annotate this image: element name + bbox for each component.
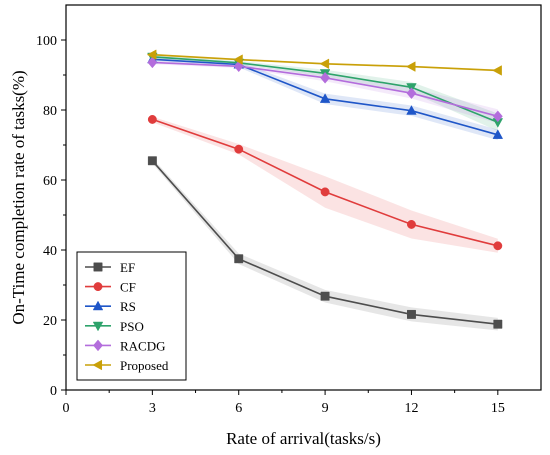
x-tick-label-0: 0 (63, 401, 70, 416)
x-tick-label-15: 15 (491, 401, 505, 416)
point-proposed-15 (492, 65, 502, 76)
point-cf-9 (320, 187, 330, 197)
point-ef-6 (234, 254, 244, 264)
legend-marker-rs (92, 300, 104, 311)
point-cf-6 (234, 144, 244, 154)
point-proposed-6 (233, 54, 243, 65)
legend-label-ef: EF (120, 260, 135, 275)
point-ef-3 (147, 156, 157, 166)
y-tick-label-80: 80 (43, 104, 57, 119)
point-ef-15 (493, 319, 503, 329)
point-racdg-15 (492, 110, 503, 123)
point-rs-9 (320, 93, 331, 103)
legend-box (76, 251, 187, 381)
point-ef-9 (320, 291, 330, 301)
legend-marker-proposed (92, 359, 103, 371)
point-proposed-3 (147, 49, 157, 60)
y-tick-label-20: 20 (43, 314, 57, 329)
point-cf-15 (493, 241, 503, 251)
legend-marker-cf (93, 282, 103, 292)
y-tick-label-0: 0 (50, 384, 57, 399)
x-tick-label-9: 9 (322, 401, 329, 416)
legend-marker-ef (93, 262, 103, 272)
point-rs-15 (492, 129, 503, 139)
point-ef-12 (407, 309, 416, 319)
plot-frame (65, 4, 542, 391)
legend-marker-pso (92, 321, 104, 332)
legend-label-cf: CF (120, 280, 136, 295)
legend-label-proposed: Proposed (120, 358, 169, 373)
point-cf-12 (407, 220, 416, 229)
x-tick-label-6: 6 (235, 401, 242, 416)
x-tick-label-12: 12 (404, 401, 418, 416)
y-tick-label-60: 60 (43, 174, 57, 189)
legend-label-pso: PSO (120, 319, 144, 334)
legend-marker-racdg (93, 339, 103, 352)
y-axis-label: On-Time completion rate of tasks(%) (9, 70, 28, 324)
x-axis-label: Rate of arrival(tasks/s) (226, 429, 381, 448)
point-racdg-12 (406, 87, 417, 99)
legend-label-rs: RS (120, 299, 136, 314)
point-cf-3 (147, 115, 157, 124)
axes: 0 3 6 9 12 15 0 20 40 60 80 100 (36, 4, 542, 416)
point-racdg-9 (320, 72, 330, 84)
legend-label-racdg: RACDG (120, 338, 166, 353)
point-rs-12 (406, 105, 417, 115)
y-tick-label-100: 100 (36, 34, 57, 49)
point-proposed-9 (319, 58, 330, 69)
x-tick-label-3: 3 (149, 401, 156, 416)
point-proposed-12 (406, 61, 416, 72)
series-markers (147, 49, 503, 329)
legend: EF CF RS PSO RACDG Proposed (76, 251, 187, 381)
y-tick-label-40: 40 (43, 244, 57, 259)
point-racdg-3 (147, 56, 158, 69)
